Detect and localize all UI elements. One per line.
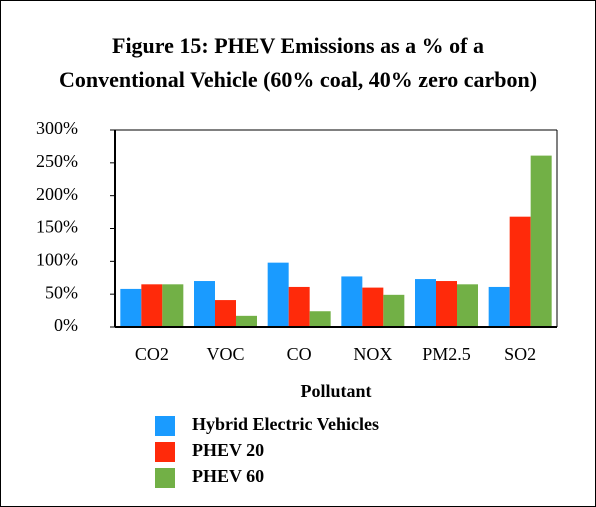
x-tick-label: NOX xyxy=(353,344,392,364)
y-tick-label: 150% xyxy=(36,217,78,237)
y-tick-label: 250% xyxy=(36,151,78,171)
y-tick-label: 300% xyxy=(36,118,78,138)
y-tick-label: 100% xyxy=(36,249,78,269)
bar xyxy=(288,286,310,327)
x-tick-label: VOC xyxy=(206,344,244,364)
legend-swatch xyxy=(155,442,175,462)
bar xyxy=(341,276,363,327)
legend-label: PHEV 20 xyxy=(192,440,264,460)
bar xyxy=(162,284,184,327)
legend-swatch xyxy=(155,416,175,436)
bar xyxy=(309,311,331,327)
y-tick-label: 0% xyxy=(54,315,78,335)
bar xyxy=(457,284,478,327)
x-tick-label: CO xyxy=(287,344,312,364)
y-tick-label: 50% xyxy=(45,282,78,302)
legend-swatch xyxy=(155,468,175,488)
legend-label: Hybrid Electric Vehicles xyxy=(192,414,379,434)
bar xyxy=(120,288,142,327)
x-axis-title: Pollutant xyxy=(300,381,371,401)
x-tick-label: CO2 xyxy=(135,344,169,364)
bar xyxy=(530,155,552,327)
chart-subtitle: Conventional Vehicle (60% coal, 40% zero… xyxy=(59,67,537,92)
legend-label: PHEV 60 xyxy=(192,466,264,486)
bar xyxy=(236,315,257,327)
bar xyxy=(141,284,163,327)
bar xyxy=(436,281,457,327)
x-tick-label: SO2 xyxy=(504,344,536,364)
bar xyxy=(488,286,510,327)
bar xyxy=(362,287,384,327)
bar xyxy=(215,300,236,327)
bar xyxy=(267,262,289,327)
bar xyxy=(194,281,215,327)
y-tick-label: 200% xyxy=(36,184,78,204)
chart-title: Figure 15: PHEV Emissions as a % of a xyxy=(112,33,484,58)
x-tick-label: PM2.5 xyxy=(422,344,471,364)
bar xyxy=(509,216,531,327)
bar xyxy=(383,294,405,327)
bar xyxy=(415,279,436,327)
